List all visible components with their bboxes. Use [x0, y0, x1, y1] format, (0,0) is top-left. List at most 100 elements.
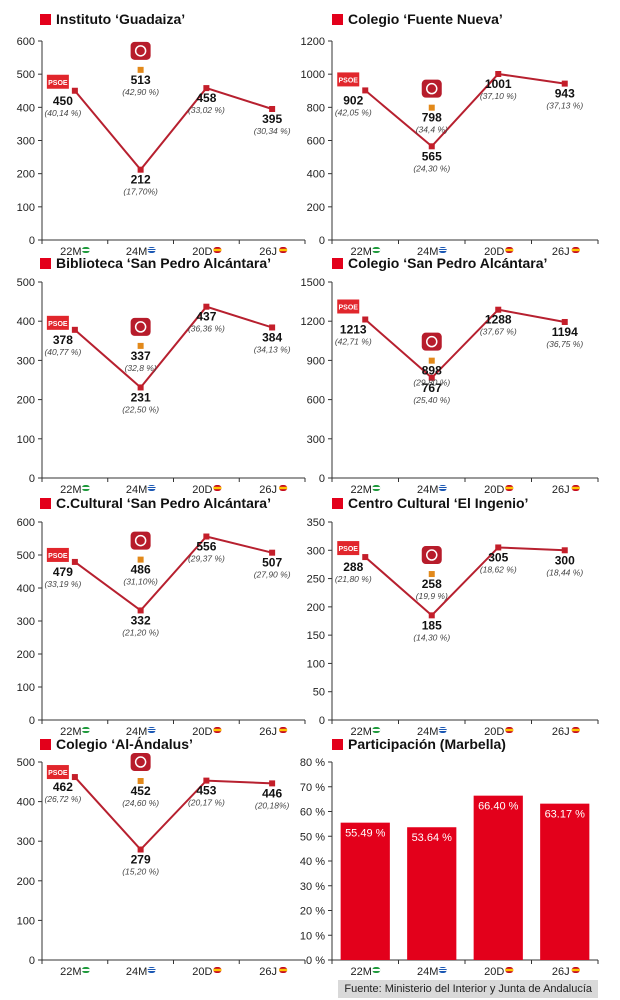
data-point-0-1 [137, 166, 144, 173]
data-label-3-3: 1194 [552, 325, 578, 339]
flag-spain-icon-stripe [571, 248, 580, 252]
psoe-logo-icon [46, 315, 69, 330]
podemos-logo-ring [426, 82, 438, 95]
data-pct-2-0: (40,77 %) [44, 347, 81, 357]
series-line-1 [364, 72, 565, 148]
y-tick-label-7-8: 80 % [300, 757, 325, 769]
y-tick-label-2-2: 200 [17, 395, 35, 407]
chart-panel-2: Biblioteca ‘San Pedro Alcántara’ 0 100 200 3… [17, 255, 306, 496]
data-pct-4-3: (27,90 %) [254, 570, 291, 580]
data-pct-2-3: (34,13 %) [254, 344, 291, 354]
x-tick-label-7-3: 26J [552, 966, 570, 978]
x-tick-label-7-0: 22M [351, 966, 372, 978]
data-pct-1-0: (42,05 %) [335, 107, 372, 117]
podemos-point-1 [428, 104, 435, 111]
data-pct-5-2: (18,62 %) [480, 564, 517, 574]
psoe-logo-icon [46, 547, 69, 562]
data-point-3-0 [362, 316, 369, 323]
data-point-4-1 [137, 607, 144, 614]
x-tick-label-5-3: 26J [552, 726, 570, 738]
x-tick-label-1-0: 22M [351, 246, 372, 258]
flag-marbella-icon-stripe1 [147, 248, 156, 249]
flag-spain-icon-stripe [505, 968, 514, 972]
title-square-icon [332, 498, 343, 509]
podemos-pct-4: (31,10%) [123, 577, 158, 587]
flag-marbella-icon-stripe2 [147, 250, 156, 251]
psoe-logo-icon [46, 765, 69, 780]
y-tick-label-0-6: 600 [17, 36, 35, 48]
x-tick-label-5-0: 22M [351, 726, 372, 738]
flag-spain-icon-stripe [571, 486, 580, 490]
x-tick-label-7-1: 24M [417, 966, 438, 978]
data-pct-3-0: (42,71 %) [335, 337, 372, 347]
podemos-pct-5: (19,9 %) [416, 591, 448, 601]
data-point-1-0 [362, 87, 369, 94]
flag-andalucia-icon-stripe [372, 969, 381, 971]
data-pct-0-2: (33,02 %) [188, 105, 225, 115]
y-tick-label-4-6: 600 [17, 517, 35, 529]
podemos-logo-ring [426, 549, 438, 561]
flag-spain-icon-stripe [279, 728, 288, 732]
bar-0 [340, 822, 390, 960]
x-tick-label-4-0: 22M [60, 726, 81, 738]
flag-marbella-icon-stripe2 [438, 250, 447, 251]
data-label-2-0: 378 [53, 333, 73, 347]
x-tick-label-6-2: 20D [192, 966, 212, 978]
series-line-3 [364, 308, 565, 380]
x-tick-label-4-3: 26J [259, 726, 277, 738]
flag-andalucia-icon-stripe [81, 249, 90, 251]
x-tick-label-0-0: 22M [60, 246, 81, 258]
series-line-4 [74, 535, 273, 612]
data-label-3-0: 1213 [340, 323, 367, 337]
y-tick-label-0-5: 500 [17, 69, 35, 81]
bar-label-2: 66.40 % [478, 801, 519, 813]
data-pct-3-1: (25,40 %) [413, 395, 450, 405]
y-tick-label-1-0: 0 [319, 235, 325, 247]
data-point-0-0 [71, 87, 78, 94]
series-line-5 [364, 546, 565, 617]
flag-spain-icon-stripe [505, 486, 514, 490]
y-tick-label-6-2: 200 [17, 876, 35, 888]
bar-3 [540, 803, 590, 960]
podemos-logo-ring [134, 45, 147, 57]
x-tick-label-3-2: 20D [484, 484, 504, 496]
data-label-6-1: 279 [131, 853, 151, 867]
data-point-2-3 [269, 324, 276, 331]
data-point-1-1 [428, 143, 435, 150]
flag-spain-icon-stripe [213, 486, 222, 490]
data-point-3-1 [428, 374, 435, 381]
data-point-4-0 [71, 558, 78, 565]
y-tick-label-1-2: 400 [307, 169, 325, 181]
chart-title-7: Participación (Marbella) [348, 736, 506, 752]
data-pct-4-1: (21,20 %) [122, 627, 159, 637]
x-tick-label-5-1: 24M [417, 726, 438, 738]
psoe-logo-icon [337, 541, 360, 556]
title-square-icon [332, 14, 343, 25]
x-tick-label-2-2: 20D [192, 484, 212, 496]
psoe-logo-label: PSOE [48, 80, 68, 87]
data-pct-6-2: (20,17 %) [188, 798, 225, 808]
y-tick-label-6-4: 400 [17, 797, 35, 809]
data-label-0-1: 212 [131, 173, 151, 187]
data-point-6-2 [203, 777, 210, 784]
podemos-label-3: 898 [422, 364, 442, 378]
psoe-logo-label: PSOE [48, 553, 68, 560]
chart-title-6: Colegio ‘Al-Ándalus’ [56, 736, 193, 752]
podemos-pct-0: (42,90 %) [122, 87, 159, 97]
title-square-icon [40, 739, 51, 750]
y-tick-label-3-0: 0 [319, 473, 325, 485]
data-label-5-3: 300 [555, 553, 575, 567]
x-tick-label-0-1: 24M [126, 246, 147, 258]
data-pct-5-3: (18,44 %) [546, 567, 583, 577]
chart-title-4: C.Cultural ‘San Pedro Alcántara’ [56, 495, 271, 511]
x-tick-label-6-1: 24M [126, 966, 147, 978]
psoe-logo-label: PSOE [48, 321, 68, 328]
y-tick-label-7-4: 40 % [300, 856, 325, 868]
podemos-pct-1: (34,4 %) [416, 125, 448, 135]
y-tick-label-5-6: 300 [307, 545, 325, 557]
flag-andalucia-icon-stripe [372, 487, 381, 489]
data-pct-0-3: (30,34 %) [254, 126, 291, 136]
flag-marbella-icon-stripe2 [438, 970, 447, 971]
x-tick-label-2-3: 26J [259, 484, 277, 496]
podemos-logo-icon [130, 531, 151, 550]
